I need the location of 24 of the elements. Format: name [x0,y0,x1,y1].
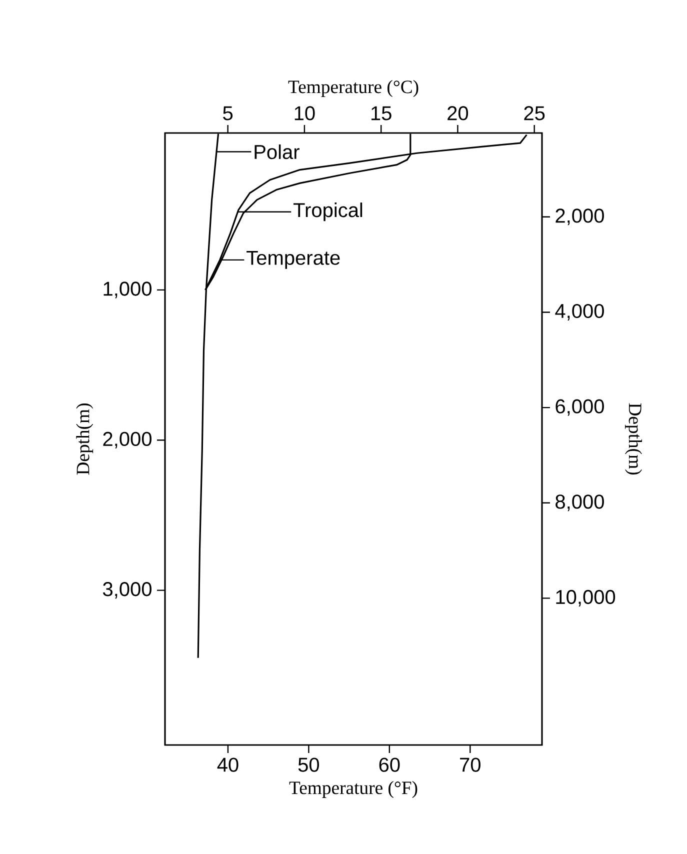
x2-tick-label: 5 [223,106,233,120]
x2-tick-label: 20 [448,106,468,120]
x2-tick-label: 10 [294,106,315,120]
legend-label: Temperate [246,250,340,269]
y2-tick-label: 10,000 [556,590,616,606]
y-tick-label: 3,000 [102,582,152,599]
y2-axis-title: Depth(m) [625,403,642,474]
y-axis-title: Depth(m) [76,404,94,475]
x2-tick-label: 25 [524,106,545,120]
y2-tick-label: 8,000 [556,494,604,512]
y2-tick-label: 4,000 [555,304,604,320]
y2-tick-label: 6,000 [556,399,604,416]
x-tick-label: 70 [460,758,480,772]
y-tick-label: 1,000 [104,282,152,298]
x-tick-label: 40 [217,758,238,772]
x2-tick-label: 15 [371,106,392,120]
legend-label: Tropical [293,202,362,222]
x2-axis-title: Temperature (°C) [288,80,418,97]
x-tick-label: 60 [379,758,400,772]
y2-tick-label: 2,000 [556,208,604,226]
x-tick-label: 50 [298,758,320,772]
x-axis-title: Temperature (°F) [289,781,418,798]
legend-label: Polar [254,144,300,160]
y-tick-label: 2,000 [103,432,152,448]
